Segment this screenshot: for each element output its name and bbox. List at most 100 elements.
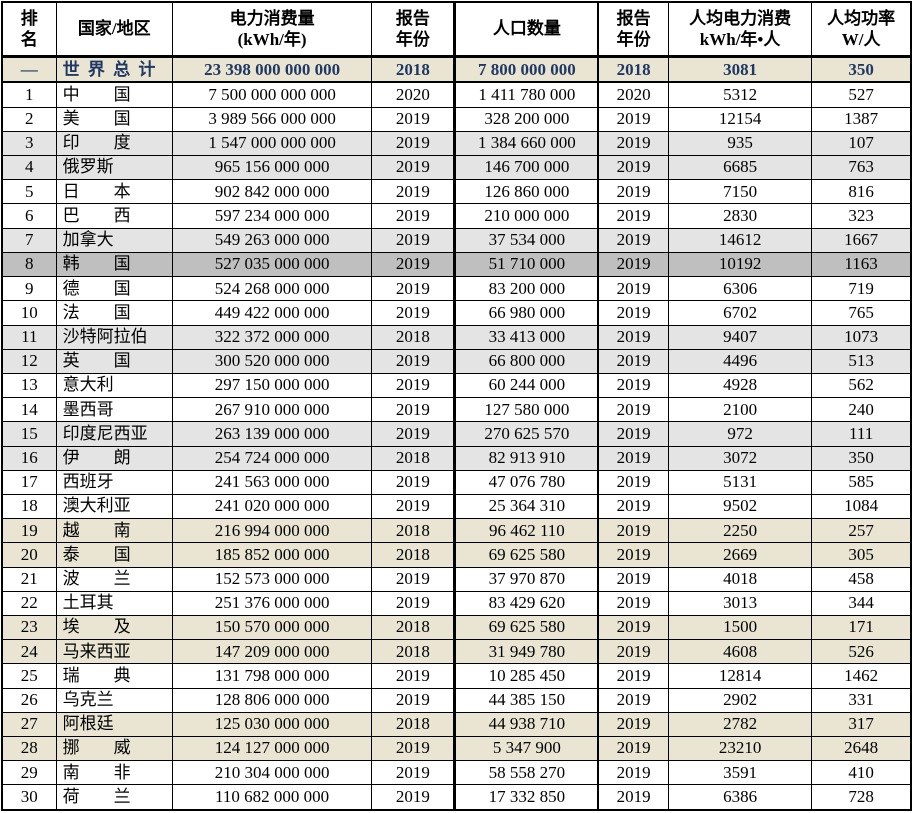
cell-report-year-1: 2019 (371, 590, 456, 616)
cell-per-capita-kwh: 14612 (667, 227, 813, 253)
cell-population: 127 580 000 (453, 397, 599, 423)
cell-country: 印 度 (55, 130, 173, 157)
cell-country: 伊 朗 (55, 445, 173, 471)
cell-per-capita-w: 107 (811, 130, 912, 157)
cell-population: 1 411 780 000 (453, 81, 599, 108)
col-header-country: 国家/地区 (55, 1, 173, 58)
cell-per-capita-w: 305 (811, 542, 912, 568)
cell-report-year-2: 2019 (597, 493, 669, 520)
header-line: 人均功率 (827, 8, 896, 28)
table-row: 15 印度尼西亚 263 139 000 000 2019 270 625 570 201… (1, 421, 912, 447)
cell-report-year-1: 2018 (371, 518, 456, 544)
table-row: 28 挪 威 124 127 000 000 2019 5 347 900 2019 232… (1, 735, 912, 762)
cell-country: 德 国 (55, 276, 173, 302)
cell-report-year-2: 2019 (597, 155, 669, 181)
col-header-rank: 排 名 (1, 1, 57, 58)
cell-report-year-1: 2019 (371, 469, 456, 495)
cell-rank: 28 (1, 735, 57, 762)
cell-per-capita-kwh: 9407 (667, 324, 813, 350)
cell-report-year-1: 2019 (371, 203, 456, 229)
cell-report-year-1: 2018 (371, 445, 456, 471)
header-line: 年份 (616, 30, 651, 49)
cell-report-year-1: 2018 (371, 56, 456, 84)
cell-population: 210 000 000 (453, 203, 599, 229)
cell-per-capita-kwh: 935 (667, 130, 813, 157)
cell-per-capita-kwh: 7150 (667, 179, 813, 205)
cell-rank: 14 (1, 397, 57, 423)
cell-report-year-1: 2019 (371, 687, 456, 713)
cell-report-year-1: 2019 (371, 155, 456, 181)
cell-rank: 23 (1, 614, 57, 641)
table-row: 12 英 国 300 520 000 000 2019 66 800 000 2019 44… (1, 348, 912, 374)
cell-per-capita-kwh: 6702 (667, 300, 813, 326)
cell-rank: 16 (1, 445, 57, 471)
cell-population: 83 429 620 (453, 590, 599, 616)
cell-report-year-1: 2020 (371, 81, 456, 108)
cell-rank: 19 (1, 518, 57, 544)
cell-consumption: 241 563 000 000 (171, 469, 373, 495)
cell-per-capita-w: 317 (811, 711, 912, 737)
cell-per-capita-w: 257 (811, 518, 912, 544)
table-row: 18 澳大利亚 241 020 000 000 2019 25 364 310 2019 9… (1, 493, 912, 520)
cell-report-year-2: 2019 (597, 179, 669, 205)
header-line: 电力消费量 (229, 8, 315, 28)
cell-report-year-2: 2019 (597, 590, 669, 616)
cell-rank: 26 (1, 687, 57, 713)
cell-per-capita-w: 2648 (811, 735, 912, 762)
table-row: 10 法 国 449 422 000 000 2019 66 980 000 2019 67… (1, 300, 912, 326)
cell-report-year-1: 2018 (371, 639, 456, 665)
cell-country: 挪 威 (55, 735, 173, 762)
cell-population: 37 970 870 (453, 566, 599, 592)
cell-country: 瑞 典 (55, 663, 173, 689)
cell-per-capita-w: 765 (811, 300, 912, 326)
cell-report-year-1: 2019 (371, 566, 456, 592)
cell-population: 83 200 000 (453, 276, 599, 302)
cell-report-year-2: 2019 (597, 735, 669, 762)
cell-rank: 25 (1, 663, 57, 689)
cell-country: 波 兰 (55, 566, 173, 592)
table-row: 17 西班牙 241 563 000 000 2019 47 076 780 2019 51… (1, 469, 912, 495)
cell-report-year-1: 2019 (371, 130, 456, 157)
cell-consumption: 1 547 000 000 000 (171, 130, 373, 157)
cell-consumption: 216 994 000 000 (171, 518, 373, 544)
cell-per-capita-w: 1387 (811, 106, 912, 132)
table-row: 22 土耳其 251 376 000 000 2019 83 429 620 2019 30… (1, 590, 912, 616)
cell-rank: 12 (1, 348, 57, 374)
cell-population: 44 385 150 (453, 687, 599, 713)
cell-population: 96 462 110 (453, 518, 599, 544)
table-row: 24 马来西亚 147 209 000 000 2018 31 949 780 2019 4… (1, 639, 912, 665)
cell-country: 中 国 (55, 81, 173, 108)
cell-country: 巴 西 (55, 203, 173, 229)
cell-rank: 30 (1, 784, 57, 811)
table-row: 19 越 南 216 994 000 000 2018 96 462 110 2019 22… (1, 518, 912, 544)
table-header: 排 名 国家/地区 电力消费量 (kWh/年) 报告 年份 人口数量 报告 年份 (1, 1, 912, 58)
cell-per-capita-kwh: 2782 (667, 711, 813, 737)
header-line: 国家/地区 (77, 19, 151, 39)
col-header-per-capita-kwh: 人均电力消费 kWh/年•人 (667, 1, 813, 58)
cell-population: 69 625 580 (453, 542, 599, 568)
cell-per-capita-w: 1084 (811, 493, 912, 520)
cell-per-capita-w: 1073 (811, 324, 912, 350)
cell-country: 意大利 (55, 372, 173, 399)
cell-country: 西班牙 (55, 469, 173, 495)
cell-report-year-1: 2019 (371, 493, 456, 520)
table-row: 11 沙特阿拉伯 322 372 000 000 2018 33 413 000 2019… (1, 324, 912, 350)
cell-per-capita-w: 527 (811, 81, 912, 108)
cell-consumption: 152 573 000 000 (171, 566, 373, 592)
cell-report-year-2: 2019 (597, 518, 669, 544)
table-row: 7 加拿大 549 263 000 000 2019 37 534 000 2019 146… (1, 227, 912, 253)
table-row: 27 阿根廷 125 030 000 000 2018 44 938 710 2019 27… (1, 711, 912, 737)
cell-report-year-2: 2019 (597, 614, 669, 641)
cell-report-year-1: 2019 (371, 372, 456, 399)
cell-rank: — (1, 56, 57, 84)
table-row: 25 瑞 典 131 798 000 000 2019 10 285 450 2019 12… (1, 663, 912, 689)
cell-report-year-2: 2019 (597, 421, 669, 447)
cell-consumption: 131 798 000 000 (171, 663, 373, 689)
cell-consumption: 147 209 000 000 (171, 639, 373, 665)
cell-consumption: 449 422 000 000 (171, 300, 373, 326)
